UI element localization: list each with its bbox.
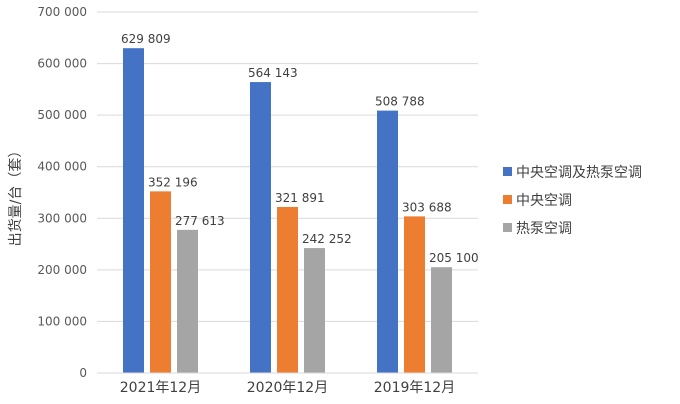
y-tick-label: 300 000: [37, 211, 87, 225]
bar: [177, 229, 198, 373]
legend-swatch: [503, 195, 512, 204]
data-label: 508 788: [375, 95, 425, 109]
bar: [277, 206, 298, 373]
data-label: 321 891: [275, 191, 325, 205]
legend-label: 中央空调及热泵空调: [516, 165, 642, 181]
y-tick-label: 600 000: [37, 57, 87, 71]
data-label: 277 613: [175, 214, 225, 228]
data-labels: 629 809 352 196 277 613 564 143 321 891 242 2…: [121, 32, 479, 265]
bar: [377, 110, 398, 373]
data-label: 303 688: [402, 200, 452, 214]
y-tick-label: 200 000: [37, 263, 87, 277]
bar: [123, 48, 144, 374]
bar: [404, 216, 425, 373]
x-category-label: 2021年12月: [120, 380, 201, 396]
y-tick-label: 0: [79, 366, 87, 380]
y-tick-label: 700 000: [37, 5, 87, 19]
legend-swatch: [503, 167, 512, 176]
y-axis-ticks: 0 100 000 200 000 300 000 400 000 500 000 600 …: [37, 5, 87, 380]
x-axis-categories: 2021年12月 2020年12月 2019年12月: [120, 380, 455, 396]
legend-swatch: [503, 223, 512, 232]
x-category-label: 2020年12月: [247, 380, 328, 396]
data-label: 352 196: [148, 175, 198, 189]
data-label: 629 809: [121, 32, 171, 46]
bar: [431, 267, 452, 373]
y-axis-title: 出货量/台（套）: [7, 144, 24, 247]
data-label: 564 143: [248, 66, 298, 80]
bars: [123, 48, 452, 374]
bar: [150, 191, 171, 373]
y-tick-label: 100 000: [37, 314, 87, 328]
legend-label: 热泵空调: [516, 221, 572, 237]
data-label: 205 100: [429, 251, 479, 265]
legend-label: 中央空调: [516, 193, 572, 209]
y-tick-label: 500 000: [37, 108, 87, 122]
bar: [304, 248, 325, 373]
data-label: 242 252: [302, 232, 352, 246]
bar: [250, 82, 271, 374]
x-category-label: 2019年12月: [374, 380, 455, 396]
y-tick-label: 400 000: [37, 160, 87, 174]
